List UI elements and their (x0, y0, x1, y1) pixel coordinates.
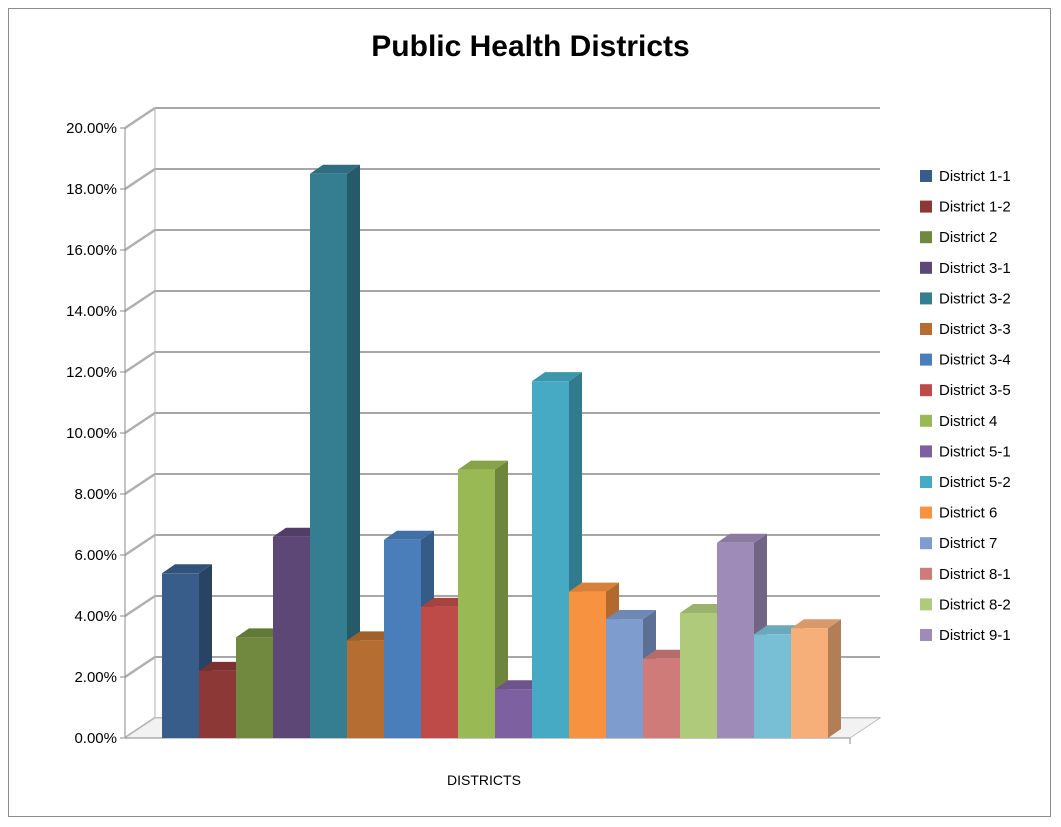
y-tick-label: 10.00% (66, 425, 117, 442)
legend-label: District 4 (939, 413, 997, 430)
bars (162, 165, 841, 738)
bar-front (680, 613, 717, 738)
y-tick-label: 6.00% (74, 547, 117, 564)
wall-gridline (125, 474, 155, 494)
y-tick-label: 12.00% (66, 364, 117, 381)
legend-label: District 3-5 (939, 382, 1011, 399)
legend-label: District 3-3 (939, 321, 1011, 338)
legend-item: District 8-1 (920, 566, 1011, 583)
wall-gridline (125, 657, 155, 677)
wall-gridline (125, 291, 155, 311)
legend-item: District 1-1 (920, 168, 1011, 185)
y-tick-label: 4.00% (74, 608, 117, 625)
wall-gridline (125, 108, 155, 128)
wall-gridline (125, 169, 155, 189)
legend-item: District 4 (920, 413, 997, 430)
legend-swatch (920, 568, 932, 580)
legend-swatch (920, 415, 932, 427)
legend-swatch (920, 323, 932, 335)
wall-gridline (125, 596, 155, 616)
legend-item: District 5-1 (920, 443, 1011, 460)
legend-label: District 5-1 (939, 443, 1011, 460)
legend-label: District 1-2 (939, 199, 1011, 216)
legend: District 1-1 District 1-2 District 2 Distri… (920, 168, 1011, 644)
bar-front (532, 381, 569, 738)
legend-swatch (920, 537, 932, 549)
legend-item: District 3-4 (920, 352, 1011, 369)
legend-label: District 5-2 (939, 474, 1011, 491)
y-tick-label: 20.00% (66, 120, 117, 137)
legend-swatch (920, 262, 932, 274)
y-tick-label: 16.00% (66, 242, 117, 259)
bar-front (569, 592, 606, 738)
wall-gridline (125, 535, 155, 555)
legend-item: District 5-2 (920, 474, 1011, 491)
y-tick-label: 14.00% (66, 303, 117, 320)
wall-gridline (125, 413, 155, 433)
legend-item: District 2 (920, 229, 997, 246)
bar-front (643, 659, 680, 738)
legend-label: District 3-2 (939, 290, 1011, 307)
legend-label: District 6 (939, 505, 997, 522)
y-tick-label: 0.00% (74, 730, 117, 747)
legend-item: District 8-2 (920, 596, 1011, 613)
legend-label: District 3-1 (939, 260, 1011, 277)
y-tick-label: 8.00% (74, 486, 117, 503)
legend-label: District 8-2 (939, 596, 1011, 613)
legend-label: District 3-4 (939, 352, 1011, 369)
bar-front (310, 174, 347, 738)
bar-front (458, 470, 495, 738)
y-tick-label: 2.00% (74, 669, 117, 686)
legend-item: District 7 (920, 535, 997, 552)
wall-gridline (125, 230, 155, 250)
legend-label: District 9-1 (939, 627, 1011, 644)
bar-side (828, 619, 841, 738)
legend-swatch (920, 384, 932, 396)
legend-label: District 1-1 (939, 168, 1011, 185)
legend-label: District 7 (939, 535, 997, 552)
bar-front (495, 689, 532, 738)
bar-front (606, 619, 643, 738)
legend-swatch (920, 476, 932, 488)
legend-swatch (920, 231, 932, 243)
y-tick-label: 18.00% (66, 181, 117, 198)
legend-swatch (920, 598, 932, 610)
legend-item: District 9-1 (920, 627, 1011, 644)
legend-swatch (920, 507, 932, 519)
x-axis-title: DISTRICTS (447, 772, 521, 788)
legend-swatch (920, 201, 932, 213)
legend-swatch (920, 354, 932, 366)
bar-front (791, 628, 828, 738)
bar-front (421, 607, 458, 738)
bar-series-18 (791, 619, 841, 738)
wall-gridline (125, 352, 155, 372)
legend-swatch (920, 170, 932, 182)
bar-front (754, 634, 791, 738)
bar-front (162, 573, 199, 738)
legend-item: District 3-5 (920, 382, 1011, 399)
legend-swatch (920, 292, 932, 304)
bar-front (273, 537, 310, 738)
legend-swatch (920, 445, 932, 457)
bar-front (347, 640, 384, 738)
legend-swatch (920, 629, 932, 641)
legend-label: District 8-1 (939, 566, 1011, 583)
legend-item: District 1-2 (920, 199, 1011, 216)
legend-item: District 3-2 (920, 290, 1011, 307)
bar-front (199, 671, 236, 738)
legend-item: District 3-1 (920, 260, 1011, 277)
legend-label: District 2 (939, 229, 997, 246)
bar-front (717, 543, 754, 738)
bar-front (384, 540, 421, 738)
legend-item: District 3-3 (920, 321, 1011, 338)
bar-front (236, 637, 273, 738)
legend-item: District 6 (920, 505, 997, 522)
